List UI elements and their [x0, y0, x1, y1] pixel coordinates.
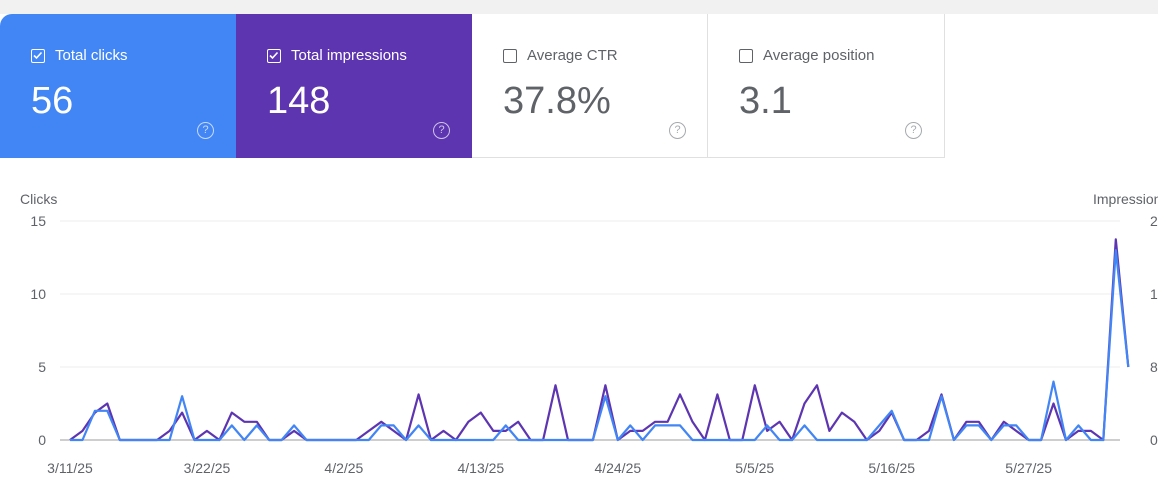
card-value: 148 [267, 80, 331, 122]
x-tick-label: 4/13/25 [457, 460, 504, 476]
left-tick-label: 10 [30, 286, 46, 302]
left-tick-label: 0 [38, 432, 46, 448]
metric-cards: Total clicks 56 ? Total impressions 148 … [0, 14, 945, 158]
right-axis-label: Impressions [1093, 191, 1158, 207]
checkbox-unchecked-icon[interactable] [739, 49, 753, 63]
left-tick-label: 15 [30, 213, 46, 229]
help-icon[interactable]: ? [905, 122, 922, 139]
help-icon[interactable]: ? [433, 122, 450, 139]
series-line-impressions [69, 238, 1130, 442]
card-value: 3.1 [739, 80, 792, 122]
x-tick-label: 4/24/25 [594, 460, 641, 476]
help-icon[interactable]: ? [197, 122, 214, 139]
x-tick-label: 5/16/25 [868, 460, 915, 476]
x-tick-label: 5/27/25 [1005, 460, 1052, 476]
right-tick-label: 16 [1150, 286, 1158, 302]
card-average-position[interactable]: Average position 3.1 ? [708, 14, 945, 158]
card-label: Average position [763, 47, 875, 64]
card-total-clicks[interactable]: Total clicks 56 ? [0, 14, 236, 158]
card-total-impressions[interactable]: Total impressions 148 ? [236, 14, 472, 158]
right-tick-label: 24 [1150, 213, 1158, 229]
card-label: Total clicks [55, 47, 128, 64]
card-label: Average CTR [527, 47, 618, 64]
x-tick-label: 3/22/25 [184, 460, 231, 476]
series-line-clicks [70, 249, 1130, 442]
right-tick-label: 0 [1150, 432, 1158, 448]
card-average-ctr[interactable]: Average CTR 37.8% ? [472, 14, 708, 158]
top-bar [0, 0, 1158, 14]
card-label: Total impressions [291, 47, 407, 64]
card-value: 37.8% [503, 80, 611, 122]
checkbox-checked-icon[interactable] [267, 49, 281, 63]
left-tick-label: 5 [38, 359, 46, 375]
right-tick-label: 8 [1150, 359, 1158, 375]
x-tick-label: 5/5/25 [735, 460, 774, 476]
card-value: 56 [31, 80, 74, 122]
x-tick-label: 4/2/25 [324, 460, 363, 476]
help-icon[interactable]: ? [669, 122, 686, 139]
left-axis-label: Clicks [20, 191, 58, 207]
x-tick-label: 3/11/25 [47, 460, 93, 476]
checkbox-checked-icon[interactable] [31, 49, 45, 63]
checkbox-unchecked-icon[interactable] [503, 49, 517, 63]
